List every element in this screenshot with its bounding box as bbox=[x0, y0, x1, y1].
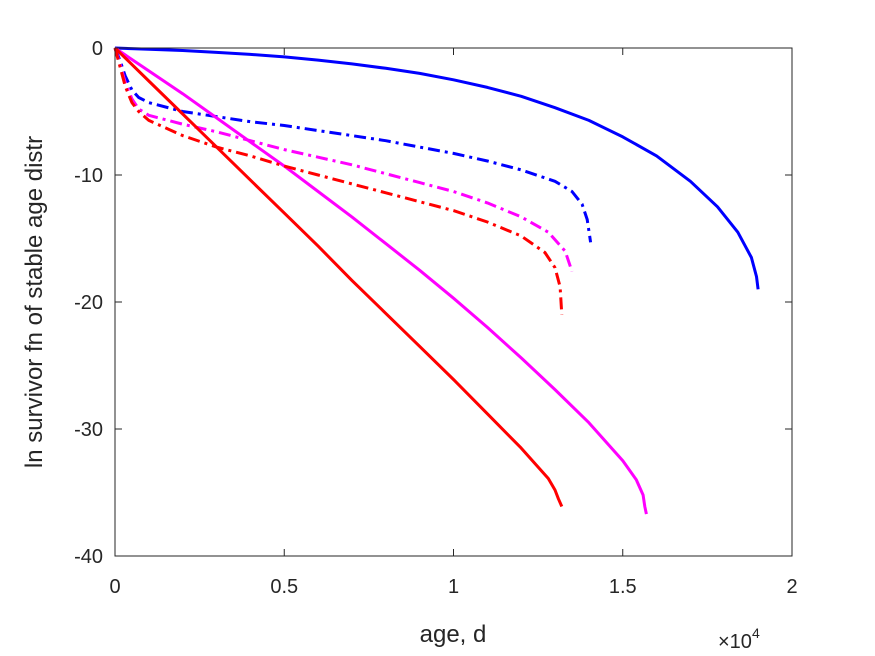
y-tick-label: -30 bbox=[74, 419, 103, 441]
y-tick-label: 0 bbox=[92, 38, 103, 60]
series-line-2 bbox=[113, 47, 593, 243]
x-tick-label: 0 bbox=[109, 576, 120, 598]
series-line-1 bbox=[114, 46, 760, 290]
y-tick-label: -40 bbox=[74, 546, 103, 568]
x-axis-label: age, d bbox=[420, 621, 487, 648]
x-tick-label: 2 bbox=[786, 576, 797, 598]
tick-marks bbox=[114, 47, 793, 557]
y-axis-label: ln survivor fn of stable age distr bbox=[21, 136, 48, 468]
series-line-6 bbox=[113, 47, 564, 315]
plot-background bbox=[115, 48, 792, 556]
x-tick-label: 1.5 bbox=[609, 576, 637, 598]
x-tick-label: 1 bbox=[448, 576, 459, 598]
series-line-3 bbox=[114, 46, 648, 515]
x-multiplier-exponent: 4 bbox=[752, 625, 760, 641]
x-tick-label: 0.5 bbox=[270, 576, 298, 598]
x-multiplier-base: ×10 bbox=[718, 631, 752, 653]
x-axis-multiplier: ×104 bbox=[718, 625, 760, 653]
y-tick-label: -10 bbox=[74, 165, 103, 187]
series-line-5 bbox=[113, 46, 564, 508]
series-layer bbox=[113, 46, 760, 515]
series-line-4 bbox=[113, 47, 574, 272]
y-tick-labels: 0 -10 -20 -30 -40 bbox=[74, 38, 103, 568]
y-tick-label: -20 bbox=[74, 292, 103, 314]
x-tick-labels: 0 0.5 1 1.5 2 bbox=[109, 576, 797, 598]
